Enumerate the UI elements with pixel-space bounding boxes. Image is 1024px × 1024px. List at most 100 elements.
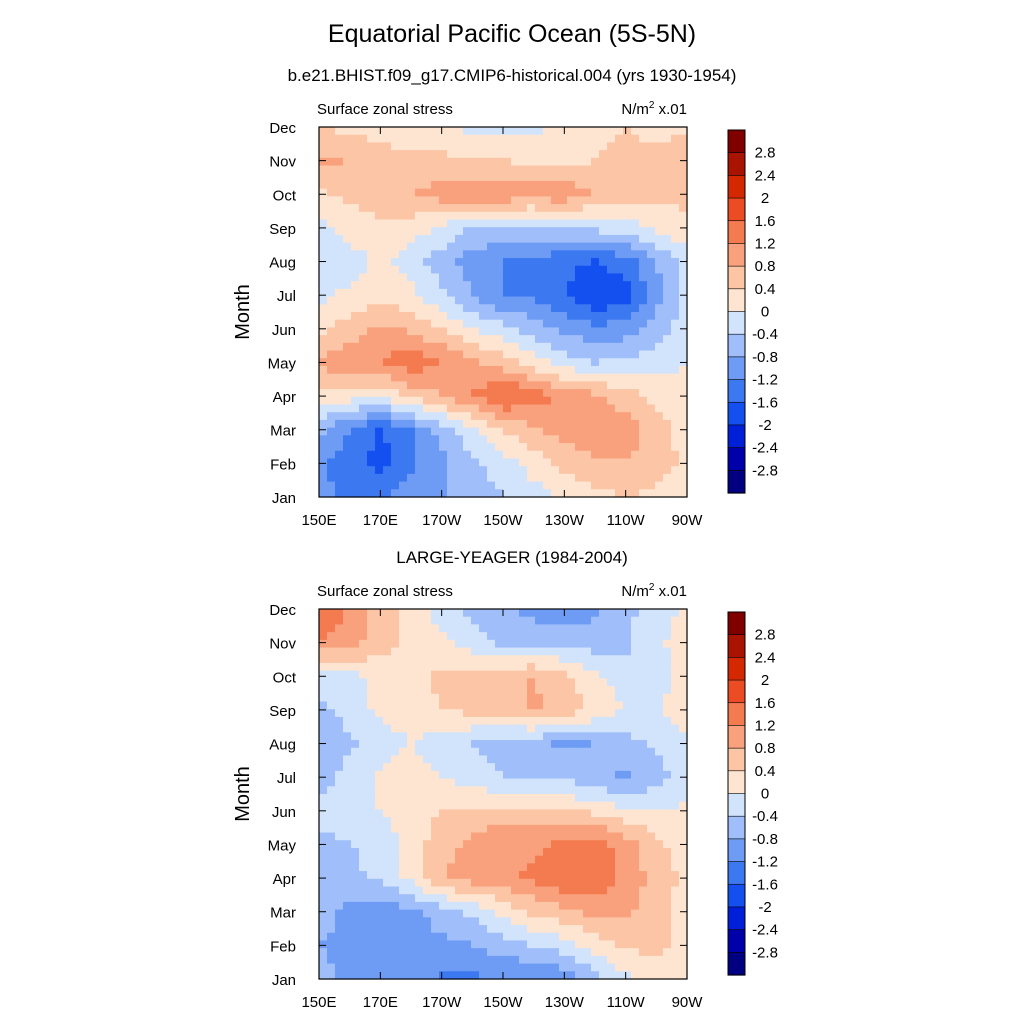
heatmap-cell: [543, 427, 552, 436]
heatmap-cell: [367, 940, 376, 949]
heatmap-cell: [527, 427, 536, 436]
heatmap-cell: [463, 404, 472, 413]
heatmap-cell: [607, 809, 616, 818]
heatmap-cell: [567, 204, 576, 213]
heatmap-cell: [647, 227, 656, 236]
heatmap-cell: [575, 489, 584, 498]
heatmap-cell: [391, 901, 400, 911]
heatmap-cell: [455, 281, 464, 290]
heatmap-cell: [599, 188, 608, 197]
heatmap-cell: [471, 847, 480, 857]
heatmap-cell: [527, 932, 536, 942]
heatmap-cell: [439, 227, 448, 236]
heatmap-cell: [399, 901, 408, 911]
heatmap-cell: [367, 948, 376, 957]
heatmap-cell: [431, 250, 440, 259]
heatmap-cell: [383, 250, 392, 259]
heatmap-cell: [655, 855, 664, 864]
heatmap-cell: [439, 778, 448, 787]
heatmap-cell: [599, 350, 608, 359]
heatmap-cell: [375, 489, 384, 498]
heatmap-cell: [327, 909, 336, 918]
heatmap-cell: [583, 466, 592, 475]
heatmap-cell: [599, 412, 608, 421]
heatmap-cell: [439, 188, 448, 197]
heatmap-cell: [351, 809, 360, 818]
heatmap-cell: [479, 840, 488, 849]
heatmap-cell: [503, 855, 512, 864]
heatmap-cell: [375, 609, 384, 618]
x-tick-label: 130W: [545, 512, 585, 529]
heatmap-cell: [455, 350, 464, 359]
heatmap-cell: [447, 358, 456, 367]
heatmap-cell: [559, 639, 568, 649]
heatmap-cell: [455, 211, 464, 221]
heatmap-cell: [335, 925, 344, 934]
heatmap-cell: [527, 296, 536, 305]
heatmap-cell: [567, 450, 576, 460]
heatmap-cell: [463, 886, 472, 895]
heatmap-cell: [527, 396, 536, 406]
heatmap-cell: [663, 219, 672, 228]
heatmap-cell: [671, 227, 680, 236]
heatmap-cell: [447, 863, 456, 872]
heatmap-cell: [383, 450, 392, 460]
heatmap-cell: [503, 204, 512, 213]
heatmap-cell: [375, 481, 384, 490]
heatmap-cell: [415, 134, 424, 144]
heatmap-cell: [551, 686, 560, 695]
heatmap-cell: [487, 871, 496, 880]
heatmap-cell: [607, 412, 616, 421]
heatmap-cell: [631, 632, 640, 641]
heatmap-cell: [599, 824, 608, 834]
heatmap-cell: [663, 427, 672, 436]
heatmap-cell: [319, 724, 328, 733]
heatmap-cell: [423, 134, 432, 144]
heatmap-cell: [535, 458, 544, 467]
heatmap-cell: [551, 647, 560, 656]
heatmap-cell: [415, 871, 424, 880]
heatmap-cell: [671, 150, 680, 159]
heatmap-cell: [575, 948, 584, 957]
heatmap-cell: [639, 670, 648, 679]
heatmap-cell: [631, 701, 640, 710]
heatmap-cell: [375, 662, 384, 672]
heatmap-cell: [671, 832, 680, 841]
heatmap-cell: [575, 134, 584, 144]
heatmap-cell: [583, 955, 592, 965]
heatmap-cell: [535, 909, 544, 918]
heatmap-cell: [647, 809, 656, 818]
y-tick-label: Mar: [270, 423, 296, 440]
heatmap-cell: [455, 466, 464, 475]
heatmap-cell: [447, 173, 456, 182]
heatmap-cell: [503, 173, 512, 182]
heatmap-cell: [671, 655, 680, 664]
heatmap-cell: [511, 855, 520, 864]
heatmap-cell: [567, 871, 576, 880]
heatmap-cell: [471, 288, 480, 298]
heatmap-cell: [423, 801, 432, 811]
heatmap-cell: [591, 396, 600, 406]
heatmap-cell: [375, 840, 384, 849]
heatmap-cell: [511, 204, 520, 213]
heatmap-cell: [663, 647, 672, 656]
heatmap-cell: [399, 242, 408, 251]
heatmap-cell: [639, 801, 648, 811]
heatmap-cell: [391, 955, 400, 965]
heatmap-cell: [567, 948, 576, 957]
heatmap-cell: [431, 319, 440, 329]
heatmap-cell: [679, 817, 688, 826]
heatmap-cell: [455, 412, 464, 421]
heatmap-cell: [455, 932, 464, 942]
heatmap-cell: [351, 296, 360, 305]
heatmap-cell: [631, 794, 640, 803]
heatmap-cell: [567, 686, 576, 695]
heatmap-cell: [647, 396, 656, 406]
heatmap-cell: [519, 134, 528, 144]
heatmap-cell: [367, 419, 376, 429]
heatmap-cell: [663, 886, 672, 895]
heatmap-cell: [575, 716, 584, 726]
heatmap-cell: [343, 832, 352, 841]
heatmap-cell: [351, 150, 360, 159]
heatmap-cell: [439, 840, 448, 849]
